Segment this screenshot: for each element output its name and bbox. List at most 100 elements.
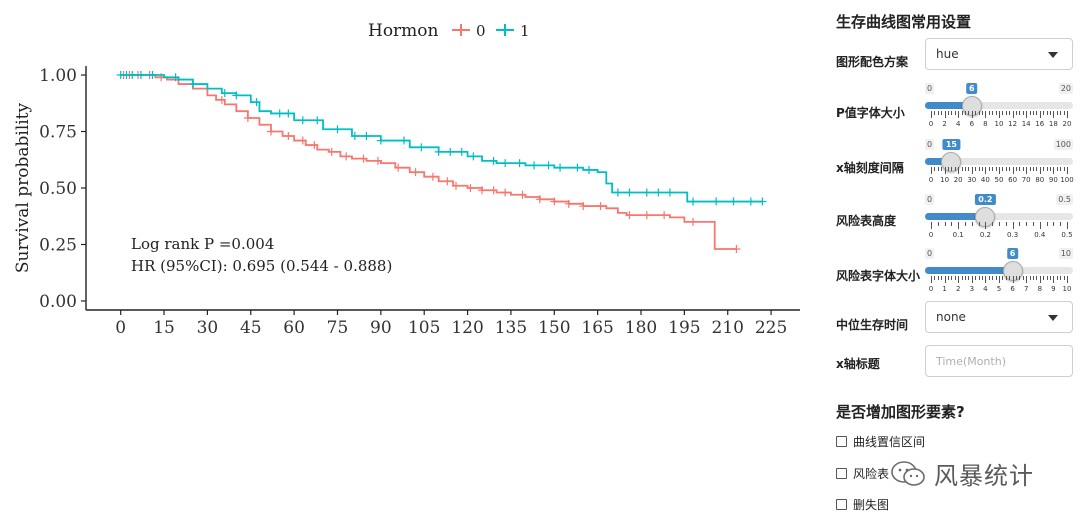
censor-mark-0 bbox=[625, 211, 634, 220]
risk-height-slider[interactable]: 0 0.5 0.2 0 0.1 0.2 0.3 0.4 0.5 bbox=[925, 194, 1073, 254]
risk-font-ticks: 0 1 2 3 4 5 6 7 8 9 10 bbox=[928, 276, 1071, 306]
censor-mark-1 bbox=[252, 98, 261, 107]
slider-tick-label: 0.2 bbox=[979, 231, 991, 239]
slider-tick-label: 2 bbox=[942, 120, 947, 128]
xinterval-handle[interactable] bbox=[941, 152, 962, 172]
censor-mark-1 bbox=[350, 132, 359, 141]
slider-tick bbox=[1026, 276, 1028, 283]
censor-mark-0 bbox=[428, 172, 437, 181]
censor-mark-1 bbox=[220, 89, 229, 98]
slider-tick bbox=[985, 167, 987, 174]
slider-tick bbox=[951, 276, 953, 280]
slider-tick bbox=[1050, 111, 1051, 115]
slider-tick-label: 10 bbox=[940, 176, 950, 184]
risk-font-min: 0 bbox=[925, 248, 935, 259]
pfont-slider[interactable]: 0 20 6 0 2 4 6 8 10 12 14 16 18 20 bbox=[925, 83, 1073, 143]
xtitle-label: x轴标题 bbox=[836, 357, 880, 371]
slider-tick-label: 60 bbox=[1008, 176, 1018, 184]
checkbox-ci[interactable]: 曲线置信区间 bbox=[836, 433, 925, 450]
censor-mark-1 bbox=[434, 147, 443, 156]
checkbox-icon[interactable] bbox=[836, 436, 847, 447]
slider-tick bbox=[1016, 276, 1017, 280]
slider-tick bbox=[1029, 167, 1031, 171]
median-select[interactable]: none bbox=[925, 301, 1073, 333]
slider-tick bbox=[1039, 222, 1041, 229]
xinterval-max: 100 bbox=[1053, 139, 1073, 150]
risk-height-min: 0 bbox=[925, 194, 935, 205]
risk-height-track bbox=[925, 213, 1073, 220]
slider-tick bbox=[1005, 167, 1007, 171]
censor-mark-1 bbox=[515, 159, 524, 168]
slider-tick bbox=[1043, 111, 1045, 115]
risk-font-slider[interactable]: 0 10 6 0 1 2 3 4 5 6 7 8 9 10 bbox=[925, 248, 1073, 308]
checkbox-risktable-label: 风险表 bbox=[853, 467, 890, 481]
censor-mark-1 bbox=[446, 147, 455, 156]
risk-height-fill bbox=[925, 213, 986, 220]
slider-tick-label: 0.4 bbox=[1034, 231, 1046, 239]
censor-mark-0 bbox=[327, 147, 336, 156]
slider-tick bbox=[982, 276, 983, 280]
censor-mark-1 bbox=[613, 188, 622, 197]
slider-tick bbox=[1067, 222, 1068, 229]
x-tick-label: 150 bbox=[538, 318, 570, 338]
slider-tick bbox=[951, 167, 953, 171]
sidebar-title: 生存曲线图常用设置 bbox=[836, 13, 972, 31]
watermark: 风暴统计 bbox=[890, 456, 1034, 491]
survival-curves bbox=[116, 71, 767, 253]
slider-tick bbox=[1019, 276, 1021, 280]
slider-tick bbox=[1046, 222, 1048, 226]
censor-mark-0 bbox=[518, 190, 527, 199]
slider-tick bbox=[1012, 276, 1014, 283]
slider-tick bbox=[982, 111, 983, 115]
slider-tick bbox=[937, 111, 939, 115]
censor-mark-0 bbox=[298, 136, 307, 145]
slider-tick bbox=[1039, 167, 1041, 174]
slider-tick-label: 0 bbox=[928, 285, 934, 293]
slider-tick bbox=[1053, 222, 1055, 226]
xtitle-input[interactable] bbox=[925, 345, 1073, 377]
slider-tick-label: 0 bbox=[928, 176, 934, 184]
x-tick-label: 30 bbox=[197, 318, 219, 338]
slider-tick bbox=[944, 167, 946, 174]
checkbox-icon[interactable] bbox=[836, 499, 847, 510]
censor-mark-1 bbox=[171, 73, 180, 82]
slider-tick bbox=[1019, 111, 1021, 115]
slider-tick bbox=[978, 111, 980, 115]
slider-tick-label: 6 bbox=[1010, 285, 1015, 293]
km-chart: Hormon 0 1 Survival probability 0.00 0.25… bbox=[13, 21, 800, 338]
slider-tick bbox=[1033, 111, 1034, 115]
censor-mark-0 bbox=[550, 197, 559, 206]
slider-tick bbox=[1016, 111, 1017, 115]
censor-mark-1 bbox=[128, 71, 137, 80]
x-tick-label: 165 bbox=[581, 318, 613, 338]
slider-tick bbox=[965, 167, 966, 171]
censor-mark-1 bbox=[712, 197, 721, 206]
slider-tick bbox=[1056, 111, 1058, 115]
slider-tick bbox=[971, 276, 973, 283]
censor-mark-1 bbox=[556, 163, 565, 172]
slider-tick bbox=[1050, 167, 1051, 171]
palette-select[interactable]: hue bbox=[925, 38, 1073, 70]
x-tick-label: 15 bbox=[153, 318, 175, 338]
checkbox-risktable[interactable]: 风险表 bbox=[836, 465, 889, 482]
watermark-text: 风暴统计 bbox=[934, 462, 1034, 490]
censor-mark-1 bbox=[376, 136, 385, 145]
censor-mark-1 bbox=[530, 161, 539, 170]
y-tick-label: 0.25 bbox=[39, 235, 77, 255]
slider-tick-label: 7 bbox=[1023, 285, 1029, 293]
xinterval-slider[interactable]: 0 100 15 0 10 20 30 40 50 60 70 80 90 100 bbox=[925, 139, 1074, 199]
slider-tick bbox=[954, 276, 956, 280]
x-tick-label: 60 bbox=[283, 318, 305, 338]
checkbox-icon[interactable] bbox=[836, 468, 847, 479]
slider-tick-label: 0 bbox=[928, 231, 934, 239]
checkbox-censor[interactable]: 删失图 bbox=[836, 496, 889, 513]
slider-tick bbox=[1022, 111, 1024, 115]
logrank-pvalue: Log rank P =0.004 bbox=[131, 235, 274, 253]
slider-tick bbox=[1056, 167, 1058, 171]
slider-tick bbox=[934, 276, 936, 280]
x-tick-label: 75 bbox=[327, 318, 349, 338]
y-tick-label: 1.00 bbox=[39, 66, 77, 86]
slider-tick bbox=[941, 167, 943, 171]
slider-tick bbox=[1022, 167, 1024, 171]
